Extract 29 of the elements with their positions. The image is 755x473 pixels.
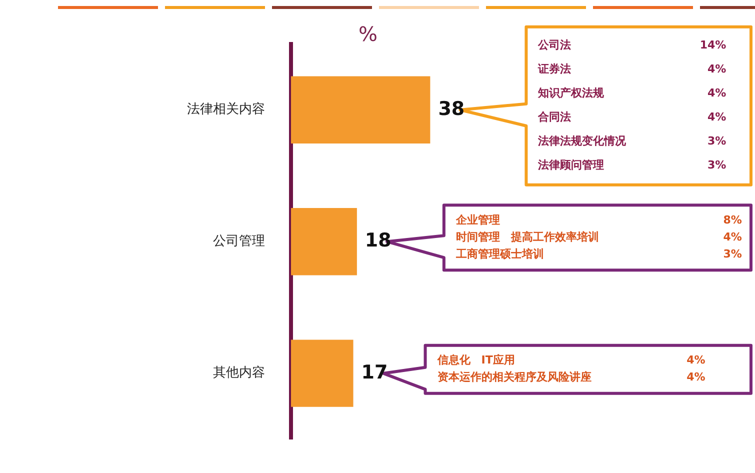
text: 企业管理 <box>454 213 500 226</box>
text: 4% <box>686 370 706 384</box>
text: 知识产权法规 <box>537 86 606 100</box>
text: 4% <box>708 86 726 100</box>
text: 信息化 IT应用 <box>436 354 515 367</box>
text: 法律法规变化情况 <box>537 134 628 148</box>
data-label: 17 <box>361 361 388 384</box>
text: 法律顾问管理 <box>537 158 604 172</box>
y-tick-label: 其他内容 <box>213 364 265 381</box>
text: 工商管理硕士培训 <box>454 247 544 260</box>
text: 公司法 <box>537 38 572 52</box>
y-tick-label: 公司管理 <box>213 234 265 249</box>
text: 资本运作的相关程序及风险讲座 <box>437 370 592 384</box>
text: 合同法 <box>537 110 572 124</box>
data-label: 18 <box>364 230 392 252</box>
text: 3% <box>708 158 726 172</box>
text: 4% <box>723 230 742 244</box>
text: 4% <box>708 62 726 76</box>
x-axis-title: % <box>358 22 378 46</box>
y-tick-label: 法律相关内容 <box>187 101 265 118</box>
text: 证券法 <box>537 62 572 76</box>
text: 14% <box>700 38 726 52</box>
data-label: 38 <box>438 98 465 120</box>
text: 8% <box>723 213 742 226</box>
text: 3% <box>708 134 726 148</box>
text: 4% <box>708 110 726 124</box>
text: 3% <box>723 247 742 260</box>
text: 时间管理 提高工作效率培训 <box>456 230 599 244</box>
text: 4% <box>686 354 706 367</box>
